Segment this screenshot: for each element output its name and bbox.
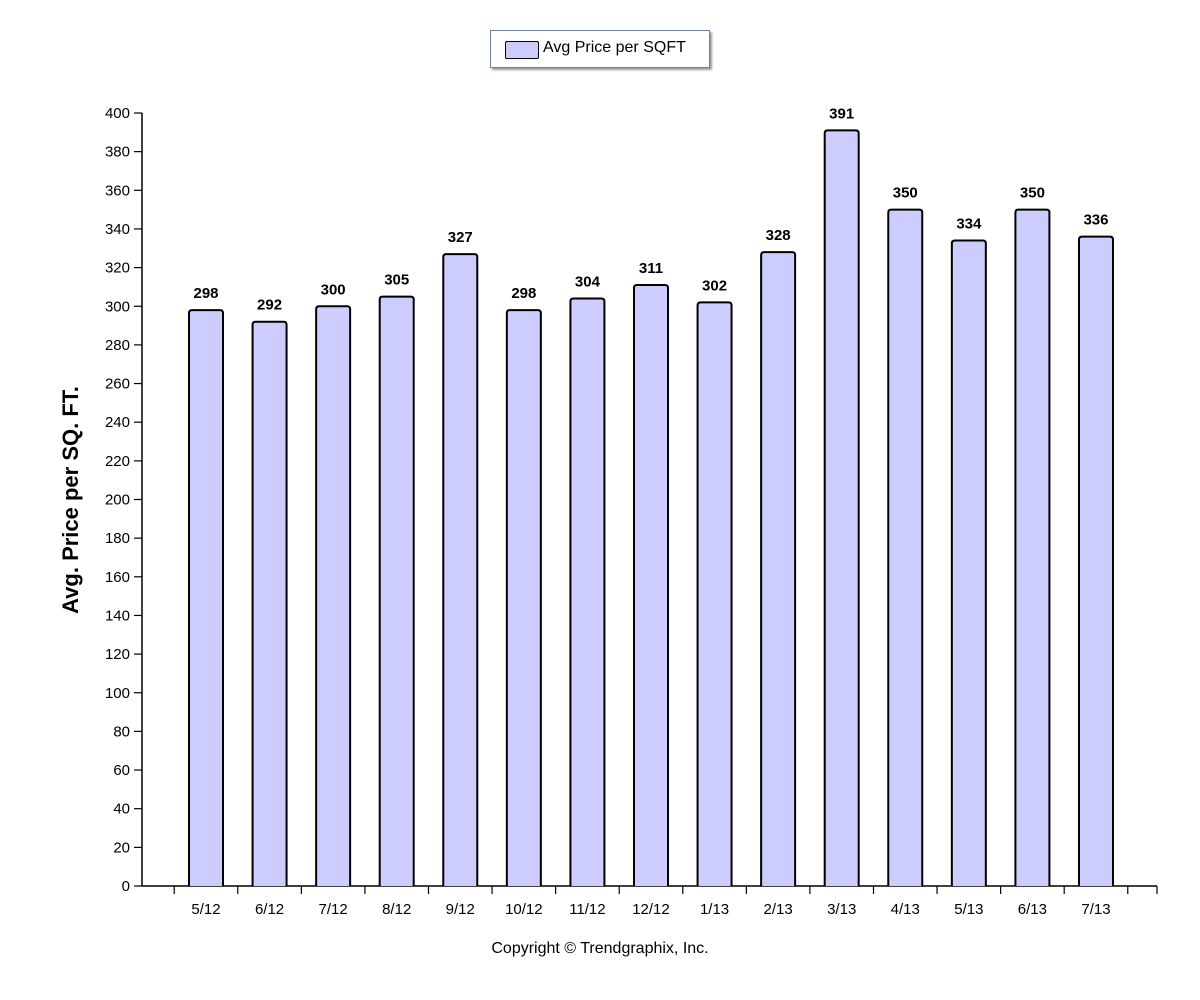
y-tick-label: 340	[105, 221, 130, 238]
data-label: 300	[321, 281, 346, 298]
bar	[442, 253, 479, 886]
bar	[505, 309, 542, 886]
legend: Avg Price per SQFT	[490, 30, 710, 68]
data-label: 328	[766, 227, 791, 244]
data-label: 334	[956, 216, 982, 233]
y-tick-label: 100	[105, 685, 130, 702]
x-tick-label: 7/13	[1081, 901, 1110, 918]
x-tick-label: 12/12	[632, 901, 670, 918]
data-label: 304	[575, 274, 601, 291]
x-tick-label: 7/12	[319, 901, 348, 918]
x-tick-label: 5/13	[954, 901, 983, 918]
data-label: 292	[257, 297, 282, 314]
y-tick-label: 220	[105, 453, 130, 470]
x-tick-label: 4/13	[891, 901, 920, 918]
bars	[188, 129, 1114, 886]
y-tick-label: 0	[122, 878, 130, 895]
x-tick-label: 8/12	[382, 901, 411, 918]
data-label: 305	[384, 272, 409, 289]
y-tick-label: 120	[105, 646, 130, 663]
bar	[251, 320, 288, 886]
data-label: 298	[193, 285, 218, 302]
data-label: 298	[511, 285, 536, 302]
x-tick-label: 1/13	[700, 901, 729, 918]
y-tick-label: 200	[105, 492, 130, 509]
y-tick-label: 40	[113, 801, 130, 818]
y-tick-label: 360	[105, 182, 130, 199]
y-tick-label: 400	[105, 105, 130, 122]
x-tick-label: 9/12	[446, 901, 475, 918]
y-tick-label: 140	[105, 607, 130, 624]
legend-swatch	[505, 41, 539, 59]
y-tick-label: 380	[105, 144, 130, 161]
bar	[632, 283, 669, 886]
data-label: 350	[1020, 185, 1045, 202]
bar	[315, 305, 352, 886]
y-axis-title: Avg. Price per SQ. FT.	[58, 386, 83, 614]
bar	[760, 251, 797, 886]
y-tick-label: 20	[113, 839, 130, 856]
bar	[569, 297, 606, 886]
y-tick-label: 80	[113, 723, 130, 740]
data-label: 336	[1083, 212, 1108, 229]
bar	[950, 239, 987, 886]
y-tick-label: 240	[105, 414, 130, 431]
y-tick-label: 260	[105, 376, 130, 393]
x-tick-label: 2/13	[764, 901, 793, 918]
copyright-text: Copyright © Trendgraphix, Inc.	[491, 940, 709, 957]
x-tick-label: 10/12	[505, 901, 543, 918]
bar	[823, 129, 860, 886]
y-tick-label: 180	[105, 530, 130, 547]
x-tick-label: 6/12	[255, 901, 284, 918]
data-label: 391	[829, 105, 854, 122]
x-axis: 5/12 6/12 7/12 8/12 9/12 10/12 11/12 12/12 1/13 2…	[142, 885, 1158, 918]
data-label: 350	[893, 185, 918, 202]
data-label: 302	[702, 277, 727, 294]
x-tick-label: 11/12	[569, 901, 605, 918]
x-tick-label: 3/13	[827, 901, 856, 918]
y-tick-label: 60	[113, 762, 130, 779]
bar	[378, 295, 415, 886]
y-tick-label: 280	[105, 337, 130, 354]
y-tick-label: 300	[105, 298, 130, 315]
bar	[1014, 208, 1051, 886]
data-label: 327	[448, 229, 473, 246]
y-axis: 0 20 40 60 80 100 120 140 160 180 200 220 240 260 280 3…	[105, 105, 143, 895]
bar	[188, 309, 224, 886]
bar	[887, 208, 924, 886]
legend-label: Avg Price per SQFT	[543, 39, 686, 56]
bar	[1077, 235, 1114, 886]
data-label: 311	[639, 260, 663, 277]
y-tick-label: 320	[105, 260, 130, 277]
x-tick-label: 6/13	[1018, 901, 1047, 918]
data-labels: 298 292 300 305 327 298 304 311 302 328 391 350 334 3…	[193, 105, 1108, 313]
y-tick-label: 160	[105, 569, 130, 586]
x-tick-label: 5/12	[191, 901, 220, 918]
bar	[696, 301, 733, 886]
